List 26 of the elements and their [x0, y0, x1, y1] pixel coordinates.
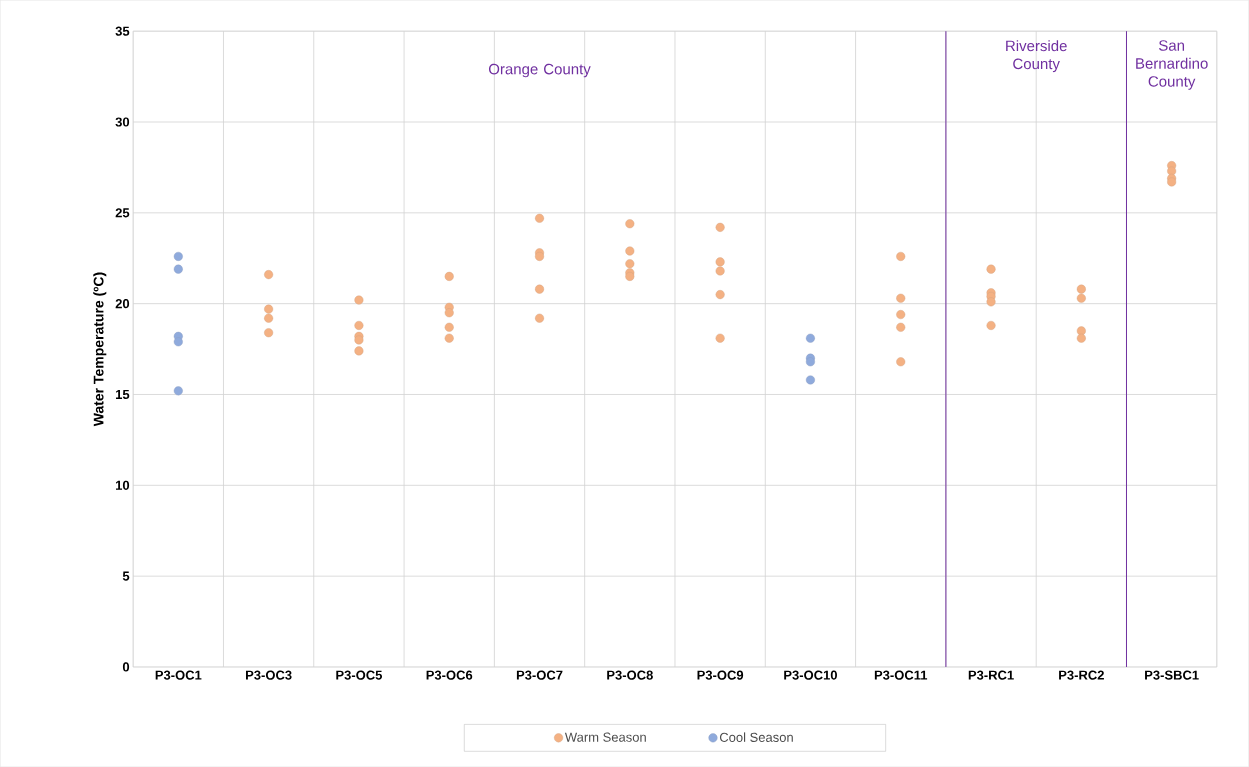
- x-tick-label: P3-OC9: [697, 670, 744, 680]
- x-tick-label: P3-SBC1: [1145, 670, 1199, 680]
- annotation: Riverside County: [1006, 40, 1067, 73]
- annotation: San Bernardino County: [1136, 40, 1208, 90]
- y-axis-title: Water Temperature (ºC): [93, 272, 107, 427]
- x-tick-label: P3-OC7: [516, 670, 563, 680]
- y-tick-label: 25: [115, 208, 130, 218]
- x-tick-label: P3-RC1: [968, 670, 1014, 680]
- y-tick-label: 5: [122, 571, 130, 581]
- y-tick-label: 20: [115, 299, 130, 309]
- y-tick-label: 35: [115, 26, 130, 36]
- legend-label: Cool Season: [719, 732, 793, 742]
- x-tick-label: P3-RC2: [1059, 670, 1104, 680]
- x-tick-label: P3-OC8: [607, 670, 653, 680]
- x-tick-label: P3-OC6: [426, 670, 473, 680]
- y-tick-label: 30: [115, 117, 130, 127]
- y-tick-label: 10: [115, 480, 130, 490]
- x-tick-label: P3-OC1: [155, 670, 202, 680]
- y-tick-label: 15: [115, 389, 130, 399]
- x-tick-label: P3-OC3: [246, 670, 292, 680]
- legend-label: Warm Season: [564, 732, 646, 742]
- y-tick-label: 0: [122, 662, 130, 672]
- annotation: Orange County: [488, 63, 591, 78]
- x-tick-label: P3-OC5: [336, 670, 383, 680]
- x-tick-label: P3-OC10: [784, 670, 837, 680]
- x-tick-label: P3-OC11: [874, 670, 928, 680]
